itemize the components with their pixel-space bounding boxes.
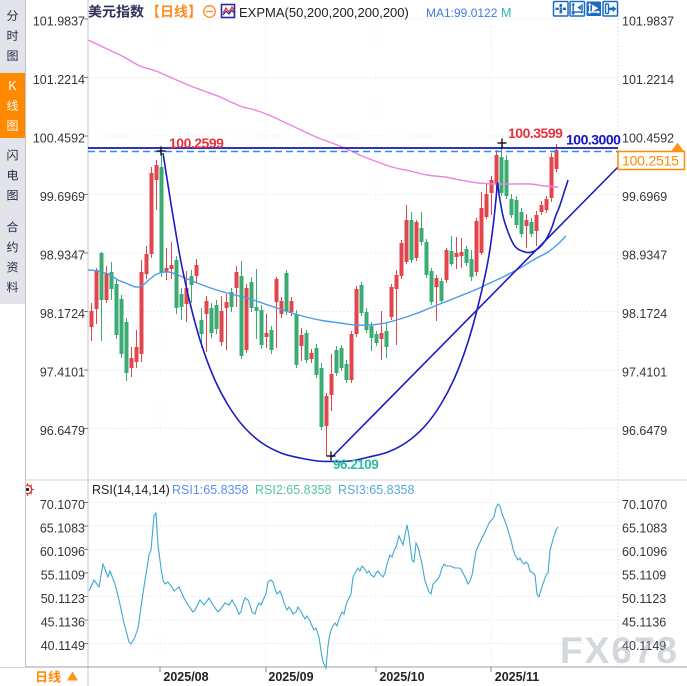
svg-text:60.1096: 60.1096 [40,545,85,559]
svg-text:60.1096: 60.1096 [622,545,667,559]
svg-text:K: K [8,79,17,93]
svg-text:65.1083: 65.1083 [622,521,667,535]
svg-text:100.3599: 100.3599 [508,125,563,141]
svg-text:FX678: FX678 [560,630,679,671]
svg-text:97.4101: 97.4101 [40,365,85,379]
svg-text:100.3000: 100.3000 [566,132,621,148]
svg-text:70.1070: 70.1070 [40,498,85,512]
svg-text:RSI2:65.8358: RSI2:65.8358 [255,483,331,497]
svg-text:45.1136: 45.1136 [622,615,666,629]
svg-text:100.2515: 100.2515 [622,153,679,169]
svg-text:65.1083: 65.1083 [40,521,85,535]
svg-text:101.9837: 101.9837 [33,14,85,28]
svg-text:2025/10: 2025/10 [379,670,424,684]
svg-text:50.1123: 50.1123 [41,592,85,606]
svg-text:99.6969: 99.6969 [40,190,85,204]
svg-text:RSI1:65.8358: RSI1:65.8358 [172,483,248,497]
svg-text:EXPMA(50,200,200,200,200): EXPMA(50,200,200,200,200) [239,5,409,20]
svg-text:101.2214: 101.2214 [33,73,85,87]
svg-text:RSI3:65.8358: RSI3:65.8358 [338,483,414,497]
svg-text:101.2214: 101.2214 [622,73,674,87]
svg-text:101.9837: 101.9837 [622,14,674,28]
svg-text:96.6479: 96.6479 [622,424,667,438]
svg-text:98.9347: 98.9347 [622,248,667,262]
svg-text:45.1136: 45.1136 [41,615,85,629]
svg-text:2025/09: 2025/09 [268,670,313,684]
svg-text:99.6969: 99.6969 [622,190,667,204]
svg-text:2025/11: 2025/11 [495,670,540,684]
svg-text:98.1724: 98.1724 [622,307,667,321]
svg-text:100.2599: 100.2599 [169,135,224,151]
svg-text:MA1:99.0122: MA1:99.0122 [426,6,498,20]
svg-text:100.4592: 100.4592 [33,131,85,145]
svg-text:70.1070: 70.1070 [622,498,667,512]
svg-text:97.4101: 97.4101 [622,365,667,379]
svg-text:100.4592: 100.4592 [622,131,674,145]
svg-text:55.1109: 55.1109 [41,568,85,582]
svg-text:96.6479: 96.6479 [40,424,85,438]
svg-text:RSI(14,14,14): RSI(14,14,14) [92,483,170,497]
svg-text:98.9347: 98.9347 [40,248,85,262]
svg-text:50.1123: 50.1123 [622,592,666,606]
svg-text:55.1109: 55.1109 [622,568,666,582]
svg-text:M: M [501,6,511,20]
svg-text:40.1149: 40.1149 [622,639,666,653]
svg-text:2025/08: 2025/08 [163,670,208,684]
svg-text:96.2109: 96.2109 [333,457,378,472]
svg-text:40.1149: 40.1149 [41,639,85,653]
svg-text:98.1724: 98.1724 [40,307,85,321]
